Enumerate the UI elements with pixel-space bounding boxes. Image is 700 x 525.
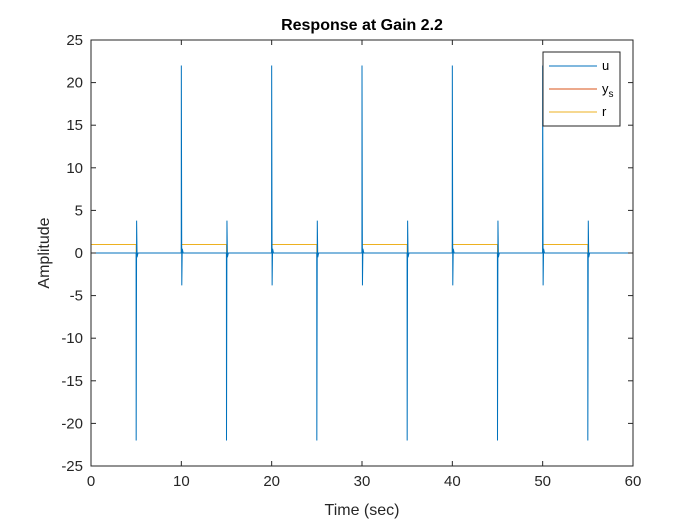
- y-tick-label: 20: [66, 75, 83, 92]
- y-tick-label: -5: [70, 288, 83, 305]
- legend-label: ys: [602, 81, 614, 100]
- series-line-u: [91, 65, 633, 441]
- y-tick-label: 5: [75, 202, 83, 219]
- x-tick-label: 20: [263, 473, 280, 490]
- y-tick-label: -15: [61, 373, 83, 390]
- y-tick-label: 25: [66, 32, 83, 49]
- y-tick-label: -20: [61, 415, 83, 432]
- x-tick-label: 60: [625, 473, 642, 490]
- y-axis-label: Amplitude: [36, 217, 53, 288]
- y-tick-label: -10: [61, 330, 83, 347]
- chart-title: Response at Gain 2.2: [281, 17, 443, 34]
- y-tick-label: 15: [66, 117, 83, 134]
- y-tick-label: 0: [75, 245, 83, 262]
- x-axis-label: Time (sec): [325, 502, 400, 519]
- series-layer: [91, 65, 633, 441]
- x-tick-label: 30: [354, 473, 371, 490]
- legend: u ys r: [542, 51, 621, 127]
- legend-label: u: [602, 58, 609, 73]
- x-tick-label: 0: [87, 473, 95, 490]
- ticks-layer: 0 10 20 30 40 50 60 -25 -20 -15 -10 -5 0 5 10 15 20 25: [61, 32, 641, 490]
- x-tick-label: 10: [173, 473, 190, 490]
- x-tick-label: 50: [534, 473, 551, 490]
- legend-label: r: [602, 104, 607, 119]
- y-tick-label: -25: [61, 458, 83, 475]
- y-tick-label: 10: [66, 160, 83, 177]
- x-tick-label: 40: [444, 473, 461, 490]
